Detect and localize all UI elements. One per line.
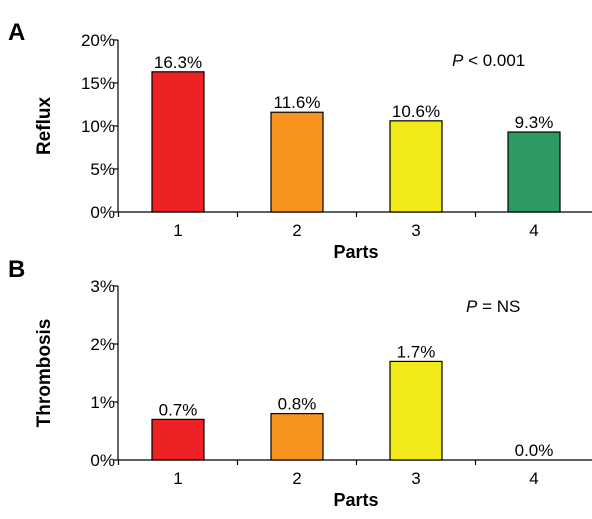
bar-1 [151, 418, 205, 461]
y-tick-label: 15% [81, 74, 115, 93]
y-axis-title: Reflux [34, 97, 55, 156]
y-tick-label: 10% [81, 117, 115, 136]
panel-label: A [8, 19, 25, 46]
x-tick-label: 1 [173, 469, 182, 488]
y-tick-label: 3% [90, 277, 115, 296]
data-label: 16.3% [154, 53, 202, 72]
data-label: 1.7% [397, 342, 436, 361]
y-tick-label: 0% [90, 203, 115, 222]
y-tick-label: 1% [90, 393, 115, 412]
x-axis-title: Parts [333, 242, 378, 262]
bar-4 [507, 131, 561, 213]
y-tick-label: 20% [81, 31, 115, 50]
x-tick-label: 4 [529, 469, 538, 488]
p-value-annotation: P < 0.001 [452, 51, 525, 70]
y-tick-label: 2% [90, 335, 115, 354]
x-tick-label: 3 [411, 221, 420, 240]
y-tick-label: 0% [90, 451, 115, 470]
x-axis-title: Parts [333, 490, 378, 510]
x-tick-label: 1 [173, 221, 182, 240]
panel-label: B [8, 256, 25, 283]
panel-a: A 0% 5% 10% 15% 20% 16.3% 1 11.6% 2 10.6% 3 9.3% 4 Par… [8, 19, 592, 262]
x-tick-label: 3 [411, 469, 420, 488]
data-label: 11.6% [274, 93, 321, 112]
bar-1 [151, 71, 205, 213]
data-label: 10.6% [392, 102, 440, 121]
data-label: 9.3% [515, 113, 554, 132]
y-tick-label: 5% [90, 160, 115, 179]
data-label: 0.8% [278, 395, 317, 414]
x-tick-label: 4 [529, 221, 538, 240]
data-label: 0.0% [515, 441, 554, 460]
bar-2 [270, 111, 324, 213]
x-tick-label: 2 [292, 469, 301, 488]
p-value-annotation: P = NS [466, 297, 520, 316]
data-label: 0.7% [159, 400, 198, 419]
x-tick-label: 2 [292, 221, 301, 240]
y-axis-title: Thrombosis [34, 319, 55, 428]
bar-2 [270, 413, 324, 461]
bar-3 [389, 360, 443, 461]
bar-3 [389, 120, 443, 213]
panel-b: B 0% 1% 2% 3% 0.7% 1 0.8% 2 1.7% 3 0.0% 4 Parts Thromb… [8, 256, 592, 510]
